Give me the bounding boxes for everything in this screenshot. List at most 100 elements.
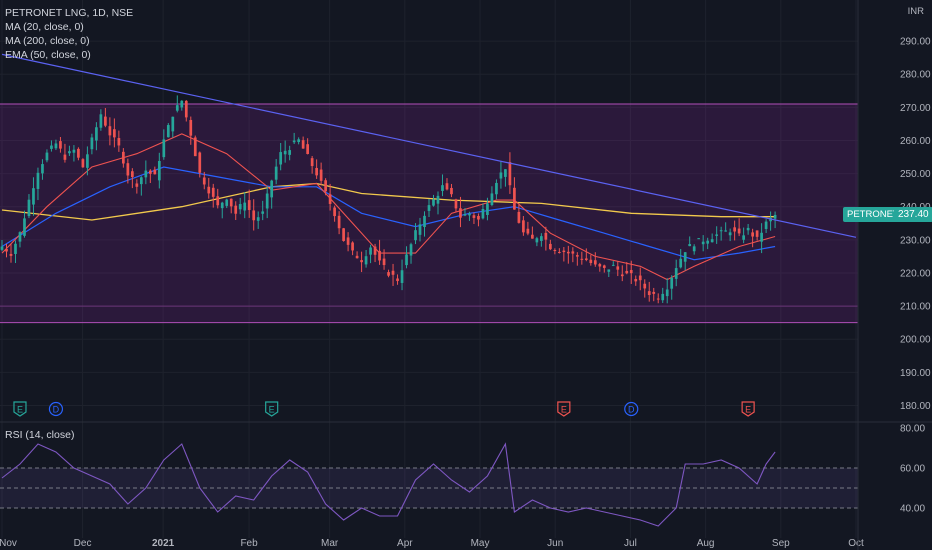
candle — [45, 152, 49, 161]
candle — [589, 259, 593, 264]
price-tick-label: 210.00 — [900, 302, 931, 313]
indicator-ma200[interactable]: MA (200, close, 0) — [5, 35, 90, 47]
candle — [175, 105, 179, 111]
price-tick-label: 250.00 — [900, 169, 931, 180]
candle — [288, 150, 292, 155]
candle — [23, 218, 26, 236]
candle — [256, 217, 260, 221]
candle — [629, 269, 633, 274]
indicator-ema50[interactable]: EMA (50, close, 0) — [5, 49, 91, 61]
candle — [611, 264, 615, 266]
candle — [733, 227, 736, 232]
candle — [32, 188, 35, 205]
event-e-marker[interactable]: E — [265, 401, 279, 417]
time-tick-label: Jun — [547, 538, 563, 549]
candle — [540, 236, 543, 241]
candle — [41, 164, 44, 174]
candle — [400, 270, 404, 283]
candle — [499, 172, 503, 179]
candle — [292, 140, 296, 143]
candle — [5, 249, 8, 252]
ma-20-path — [1, 133, 776, 281]
candle — [36, 172, 40, 189]
indicator-ma20[interactable]: MA (20, close, 0) — [5, 21, 84, 33]
price-tag: 237.40 — [894, 207, 932, 222]
candle — [638, 275, 642, 281]
candle — [382, 258, 386, 266]
candle — [306, 144, 309, 154]
event-e-marker[interactable]: E — [741, 401, 755, 417]
candle — [261, 211, 265, 214]
candle — [602, 265, 606, 268]
candle — [531, 234, 534, 239]
candle — [0, 246, 4, 250]
candle — [625, 270, 629, 274]
candle — [337, 215, 341, 229]
candle — [346, 237, 350, 245]
candle — [77, 148, 80, 158]
candle — [68, 151, 71, 154]
candle — [180, 100, 184, 108]
candle — [706, 240, 710, 244]
legend: PETRONET LNG, 1D, NSE MA (20, close, 0) … — [5, 6, 133, 62]
candle — [697, 238, 701, 240]
candle — [773, 214, 777, 219]
candle — [414, 230, 417, 241]
candle — [647, 291, 651, 296]
candle — [468, 213, 471, 216]
candle — [207, 186, 211, 194]
event-d-marker[interactable]: D — [48, 401, 64, 417]
candle — [562, 250, 566, 253]
time-tick-label: Oct — [848, 538, 864, 549]
candle — [153, 169, 157, 175]
candle — [396, 278, 399, 282]
candle — [634, 278, 638, 282]
candle — [351, 242, 354, 251]
candle — [225, 199, 229, 206]
rsi-label[interactable]: RSI (14, close) — [5, 429, 75, 441]
symbol-tag: PETRONET — [843, 207, 903, 222]
candle — [584, 258, 588, 260]
event-label: E — [17, 405, 23, 415]
candle — [575, 255, 579, 257]
candle — [607, 269, 611, 272]
candle — [297, 139, 301, 143]
event-e-marker[interactable]: E — [557, 401, 571, 417]
trendline-path — [1, 53, 857, 238]
candle — [162, 139, 166, 158]
candle — [405, 254, 408, 266]
candle — [652, 291, 656, 294]
candle — [508, 162, 512, 186]
candle — [486, 203, 489, 215]
candle — [27, 199, 31, 217]
candle — [135, 183, 139, 187]
candle — [427, 205, 431, 211]
candle — [252, 210, 256, 221]
candle — [742, 235, 745, 240]
candle — [184, 100, 188, 118]
event-d-marker[interactable]: D — [624, 401, 639, 417]
candle — [117, 138, 121, 146]
candle — [90, 137, 94, 150]
candle — [113, 129, 116, 138]
price-tick-label: 220.00 — [900, 268, 931, 279]
candle — [216, 196, 220, 206]
candle — [571, 251, 575, 254]
candle — [54, 143, 58, 149]
candle — [746, 227, 750, 231]
candle — [553, 250, 557, 252]
time-tick-label: Sep — [772, 538, 790, 549]
candle — [360, 260, 363, 263]
ma-200-line — [1, 182, 776, 221]
candle — [463, 214, 467, 216]
event-e-marker[interactable]: E — [13, 401, 27, 417]
candle — [369, 247, 372, 255]
candle — [14, 243, 17, 254]
candle — [328, 194, 332, 204]
candle — [387, 272, 390, 276]
candle — [418, 224, 422, 235]
candle — [670, 277, 674, 289]
time-tick-label: Apr — [397, 538, 413, 549]
candle — [18, 232, 22, 242]
